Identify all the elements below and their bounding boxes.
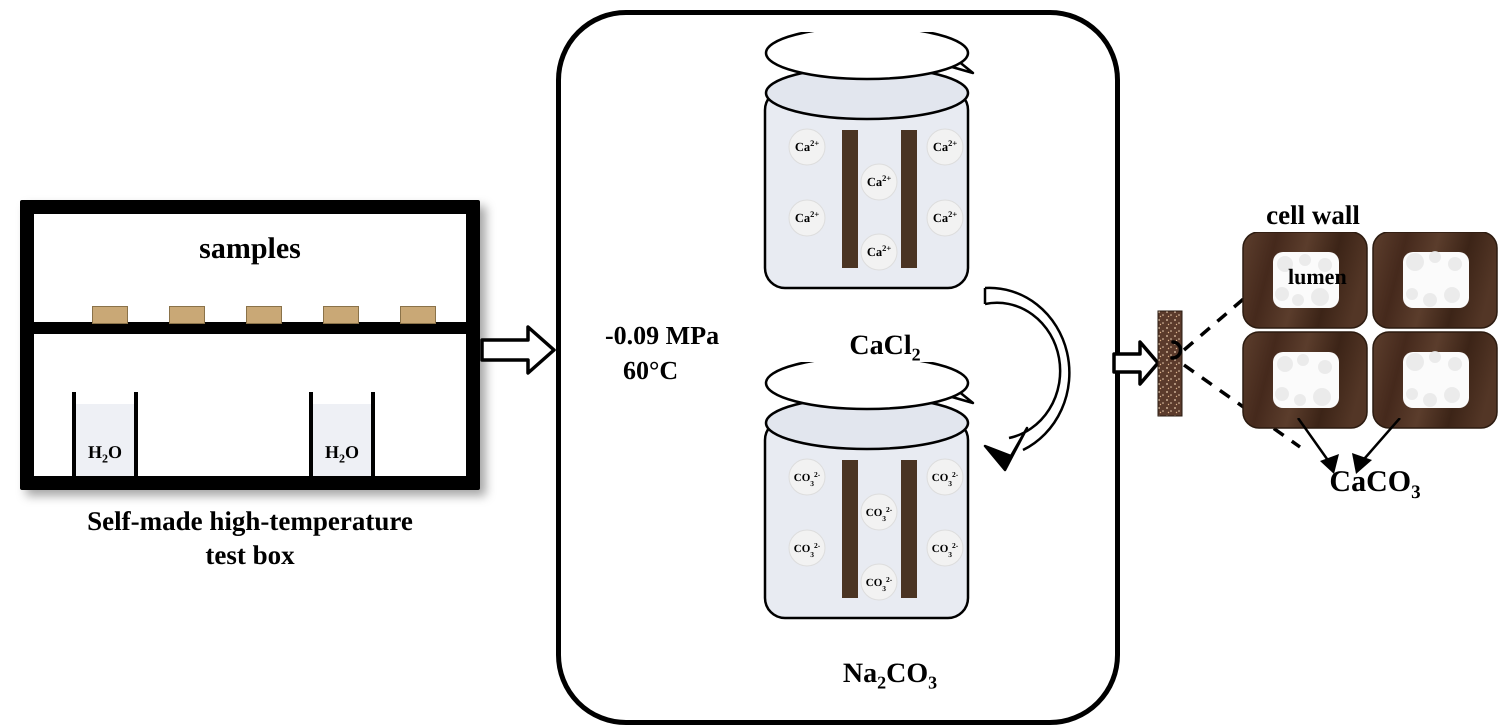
svg-text:lumen: lumen <box>1288 264 1347 289</box>
